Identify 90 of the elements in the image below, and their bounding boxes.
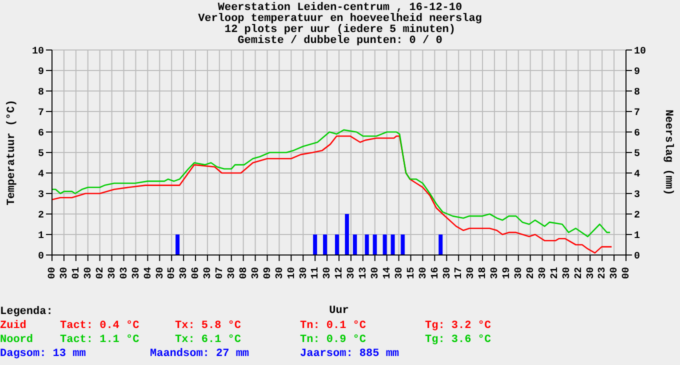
y-tick-label: 9 [38,67,44,78]
x-tick-label: 06 [191,267,202,280]
text: Tx: 6.1 °C [175,333,242,347]
text: Maandsom: 27 mm [150,347,250,361]
x-tick-label: 02 [95,267,106,280]
text: Dagsom: 13 mm [0,347,86,361]
x-tick-label: 30 [610,267,621,280]
x-tick-label: 18 [478,267,490,280]
text: Tg: 3.2 °C [425,319,492,333]
y2-tick-label: 2 [634,210,640,222]
y2-tick-label: 10 [634,46,646,58]
x-tick-label: 00 [622,267,633,280]
x-tick-label: 21 [550,267,561,280]
x-tick-label: 30 [227,267,238,280]
x-tick-label: 30 [250,267,262,280]
y-tick-label: 8 [38,88,44,99]
y2-tick-label: 7 [634,108,640,120]
x-tick-label: 16 [430,267,442,280]
x-tick-label: 19 [502,267,514,280]
x-tick-label: 30 [131,267,142,280]
y-tick-label: 0 [38,252,44,263]
y-tick-label: 7 [38,108,44,120]
chart-title: Weerstation Leiden-centrum , 16-12-10 [218,2,462,14]
y2-tick-label: 8 [634,88,640,99]
x-tick-label: 30 [586,267,597,280]
x-tick-label: 14 [382,267,394,280]
x-tick-label: 30 [466,267,478,280]
x-tick-label: 30 [322,267,334,280]
x-tick-label: 04 [143,267,154,280]
x-tick-label: 17 [454,267,466,280]
y2-tick-label: 1 [634,231,640,242]
x-tick-label: 09 [262,267,274,280]
x-tick-label: 30 [84,267,95,280]
x-tick-label: 00 [48,267,59,280]
chart-subtitle: Verloop temperatuur en hoeveelheid neerslag 12 plots per uur (iedere 5 minuten) Gemiste / dubbele punten: 0 / 0 [197,13,483,47]
x-tick-label: 11 [310,267,322,280]
x-tick-label: 23 [598,267,609,280]
text: Tn: 0.9 °C [300,333,366,347]
x-tick-label: 05 [167,267,178,280]
text: Tx: 5.8 °C [175,319,242,333]
y2-tick-label: 4 [634,170,640,181]
x-tick-label: 30 [562,267,573,280]
x-tick-label: 30 [107,267,118,280]
y-tick-label: 2 [38,210,44,222]
x-tick-label: 30 [490,267,502,280]
y-tick-label: 10 [32,46,44,58]
text: Tn: 0.1 °C [300,319,366,333]
text: Jaarsom: 885 mm [300,347,400,361]
x-tick-label: 30 [60,267,71,280]
y2-tick-label: 0 [634,252,640,263]
y-tick-label: 3 [38,190,44,202]
x-tick-label: 12 [334,267,346,280]
y-tick-label: 4 [38,170,44,181]
y2-axis-title: Neerslag (mm) [662,110,674,196]
y-tick-label: 1 [38,231,44,242]
x-tick-label: 30 [155,267,166,280]
x-tick-label: 30 [394,267,406,280]
y2-tick-label: 3 [634,190,640,202]
x-tick-label: 30 [370,267,382,280]
y-tick-label: 6 [38,128,44,140]
text: Zuid [0,319,26,333]
x-tick-label: 13 [358,267,370,280]
x-tick-label: 30 [274,267,286,280]
x-tick-label: 07 [215,267,226,280]
text: Tact: 1.1 °C [60,333,140,347]
y2-tick-label: 5 [634,149,640,160]
x-tick-label: 03 [119,267,130,280]
x-tick-label: 20 [526,267,537,280]
x-tick-label: 30 [179,267,190,280]
x-tick-label: 30 [346,267,358,280]
x-tick-label: 30 [538,267,549,280]
y2-tick-label: 6 [634,128,640,140]
x-tick-label: 30 [442,267,454,280]
y-tick-label: 5 [38,149,44,160]
text: Tg: 3.6 °C [425,333,492,347]
x-axis-title: Uur [329,305,349,317]
text: Legenda: [0,306,53,318]
text: Noord [0,333,34,347]
y2-tick-label: 9 [634,67,640,78]
x-tick-label: 30 [514,267,526,280]
x-tick-label: 08 [238,267,250,280]
x-tick-label: 30 [203,267,214,280]
x-tick-label: 15 [406,267,418,280]
text: Tact: 0.4 °C [60,319,140,333]
x-tick-label: 30 [298,267,310,280]
y-axis-title: Temperatuur (°C) [6,100,18,206]
x-tick-label: 30 [418,267,430,280]
x-tick-label: 22 [574,267,585,280]
x-tick-label: 01 [72,267,83,280]
x-tick-label: 10 [286,267,298,280]
